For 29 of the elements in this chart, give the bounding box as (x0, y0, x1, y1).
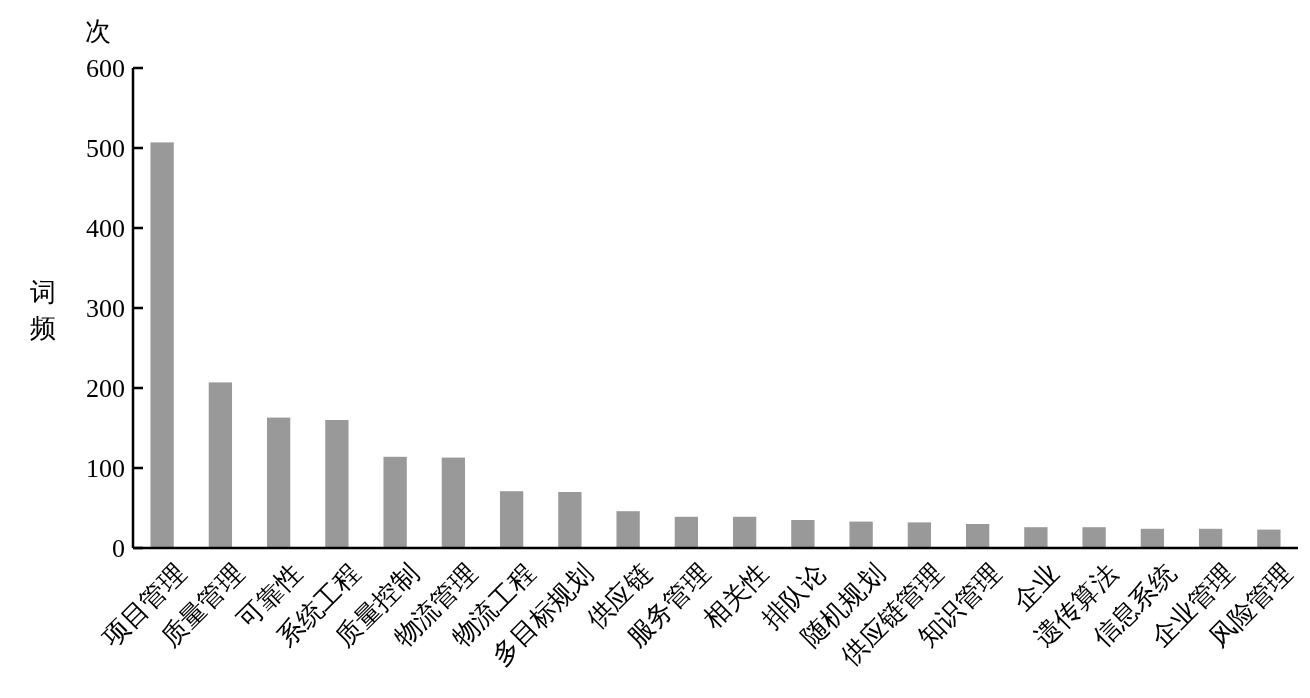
bar (383, 456, 407, 548)
y-tick-label: 0 (112, 534, 125, 564)
y-tick-label: 600 (86, 54, 125, 84)
bar (558, 492, 582, 548)
bar (1024, 527, 1048, 548)
bar (325, 420, 349, 548)
y-tick-label: 500 (86, 134, 125, 164)
y-tick-label: 300 (86, 294, 125, 324)
y-tick-label: 400 (86, 214, 125, 244)
bar (732, 516, 757, 548)
y-tick-label: 100 (86, 454, 125, 484)
y-tick-label: 200 (86, 374, 125, 404)
bar (208, 382, 233, 548)
bar (674, 516, 699, 548)
y-axis-title: 词频 (30, 278, 56, 343)
bar (499, 491, 524, 548)
text: 次 (85, 17, 111, 46)
bar (1082, 527, 1106, 548)
bar (907, 522, 932, 548)
bar (150, 142, 174, 548)
bar (849, 521, 873, 548)
bar (1140, 528, 1165, 548)
bar (1198, 528, 1223, 548)
bar (266, 417, 291, 548)
bar (441, 457, 466, 548)
bar (791, 520, 815, 548)
bar (1257, 529, 1281, 548)
bar (616, 511, 640, 548)
bar (965, 524, 990, 548)
